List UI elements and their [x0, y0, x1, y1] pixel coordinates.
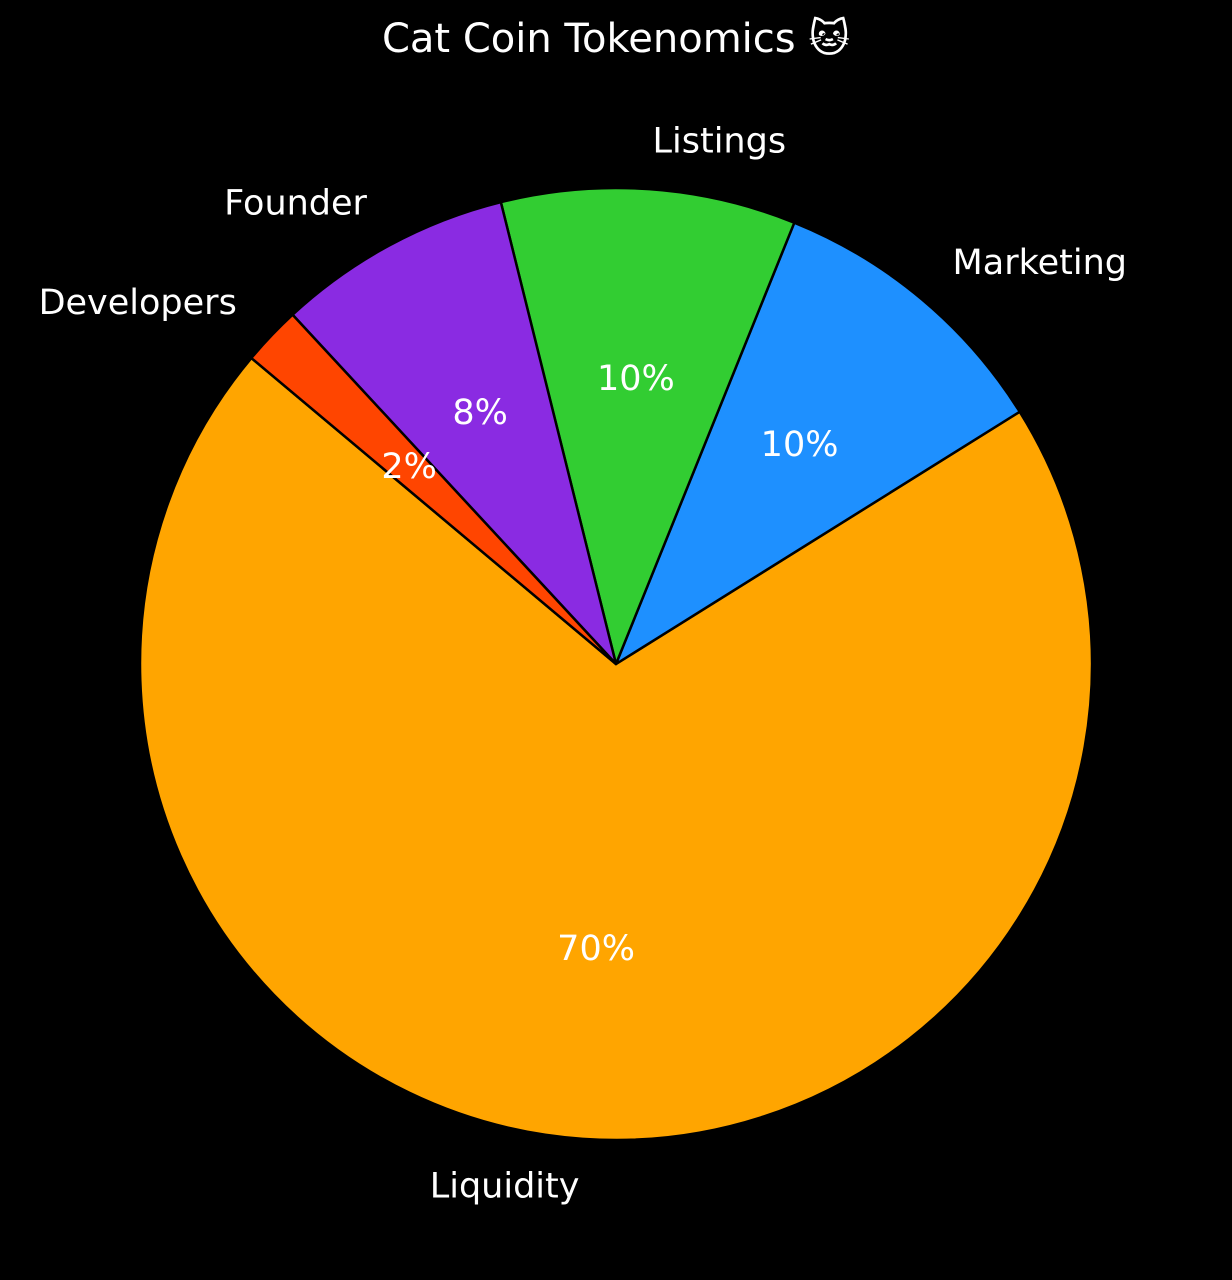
chart-title: Cat Coin Tokenomics 🐱: [382, 16, 850, 62]
pie-slice-developers: [250, 313, 618, 666]
slice-label-founder: Founder: [224, 183, 367, 223]
pie-slice-founder: [291, 200, 618, 666]
percent-label-founder: 8%: [452, 393, 508, 433]
slice-label-developers: Developers: [39, 283, 237, 323]
pie-percent-labels: 70% 10% 10% 8% 2%: [381, 359, 838, 969]
percent-label-listings: 10%: [597, 359, 675, 399]
slice-label-marketing: Marketing: [953, 243, 1127, 283]
percent-label-marketing: 10%: [761, 425, 839, 465]
percent-label-developers: 2%: [381, 447, 437, 487]
slice-label-listings: Listings: [653, 122, 787, 162]
pie-slices: [138, 186, 1094, 1142]
pie-slice-labels: Liquidity Marketing Listings Founder Develop…: [39, 122, 1127, 1207]
pie-slice-listings: [499, 186, 796, 666]
slice-label-liquidity: Liquidity: [430, 1166, 580, 1206]
percent-label-liquidity: 70%: [557, 929, 635, 969]
pie-slice-liquidity: [138, 356, 1094, 1142]
pie-slice-marketing: [614, 221, 1021, 666]
